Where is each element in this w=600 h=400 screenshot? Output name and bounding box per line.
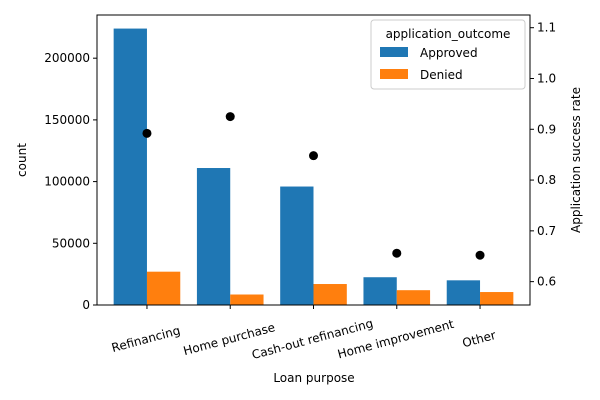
left-y-tick-label: 150000 — [44, 113, 90, 127]
left-y-tick-label: 50000 — [52, 236, 90, 250]
y-axis-title: count — [15, 143, 29, 177]
right-y-tick-label: 1.1 — [537, 21, 556, 35]
left-y-tick-label: 200000 — [44, 51, 90, 65]
legend-label-denied: Denied — [420, 68, 463, 82]
legend-box — [370, 19, 526, 90]
legend: application_outcome Approved Denied — [370, 19, 526, 90]
success-rate-point-home-purchase — [225, 112, 235, 122]
left-y-tick-label: 0 — [82, 298, 90, 312]
success-rate-points-layer — [142, 112, 485, 260]
bar-approved-refinancing — [113, 28, 147, 305]
bar-denied-refinancing — [146, 271, 181, 305]
bar-approved-home-purchase — [196, 168, 231, 305]
bar-approved-other — [446, 280, 481, 305]
x-axis-title: Loan purpose — [273, 371, 354, 385]
bar-denied-home-purchase — [230, 294, 264, 305]
right-y-tick-label: 1.0 — [537, 71, 556, 85]
right-y-axis-title: Application success rate — [569, 87, 583, 233]
legend-swatch-denied — [380, 69, 408, 79]
left-y-tick-label: 100000 — [44, 175, 90, 189]
right-y-tick-label: 0.9 — [537, 122, 556, 136]
left-y-axis: 0 50000 100000 150000 200000 — [44, 51, 97, 312]
legend-swatch-approved — [380, 47, 408, 57]
legend-label-approved: Approved — [420, 46, 478, 60]
bar-denied-home-improvement — [396, 290, 431, 305]
bar-approved-home-improvement — [363, 277, 397, 305]
bar-approved-cash-out-refinancing — [280, 186, 314, 305]
success-rate-point-refinancing — [142, 128, 152, 138]
right-y-tick-label: 0.6 — [537, 275, 556, 289]
success-rate-point-other — [475, 250, 485, 260]
x-tick-label-refinancing: Refinancing — [110, 323, 182, 355]
success-rate-point-home-improvement — [392, 248, 402, 258]
right-y-tick-label: 0.8 — [537, 173, 556, 187]
right-y-axis: 0.6 0.7 0.8 0.9 1.0 1.1 — [530, 21, 556, 289]
bars-layer — [113, 28, 514, 305]
bar-denied-other — [480, 292, 514, 305]
bar-denied-cash-out-refinancing — [313, 284, 347, 305]
x-tick-label-other: Other — [461, 328, 498, 350]
right-y-tick-label: 0.7 — [537, 224, 556, 238]
legend-title: application_outcome — [386, 27, 511, 41]
success-rate-point-cash-out-refinancing — [309, 151, 318, 161]
